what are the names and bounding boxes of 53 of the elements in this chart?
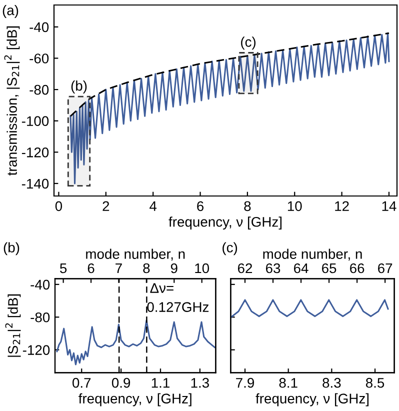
line-series [70, 32, 390, 184]
x-tick-label: 8.3 [322, 378, 341, 388]
x-axis-title: frequency, ν [GHz] [168, 216, 282, 230]
y-tick-label: -60 [30, 54, 49, 64]
x-tick-label: 1.1 [152, 378, 170, 388]
x-tick-label: 7.9 [236, 378, 254, 388]
x-tick-label: 8.5 [366, 378, 384, 388]
x2-axis-title: mode number, n [263, 248, 362, 261]
band-label: (b) [71, 80, 87, 94]
x-axis-title: frequency, ν [GHz] [78, 393, 192, 406]
x2-tick-label: 67 [378, 263, 392, 274]
x2-tick-label: 66 [350, 263, 364, 274]
y-tick-label: -80 [30, 84, 49, 95]
x-tick-label: 10 [288, 201, 302, 212]
x2-tick-label: 62 [238, 263, 252, 274]
chart-title: (b) [4, 242, 20, 256]
annotation: Δν= 0.127GHz [147, 283, 209, 312]
x-tick-label: 1.3 [191, 378, 209, 388]
x-tick-label: 12 [335, 201, 349, 211]
x2-tick-label: 5 [60, 263, 67, 274]
x-tick-label: 0 [55, 201, 62, 212]
band-label: (c) [241, 36, 256, 50]
x-axis-title: frequency, ν [GHz] [256, 393, 369, 406]
line-series [70, 32, 390, 117]
x-tick-label: 0.9 [112, 378, 130, 388]
x2-tick-label: 8 [143, 263, 150, 274]
x2-tick-label: 10 [195, 263, 210, 274]
x2-tick-label: 6 [88, 263, 94, 274]
x2-tick-label: 65 [322, 263, 336, 274]
x-tick-label: 6 [197, 201, 204, 212]
x-tick-label: 0.7 [72, 378, 91, 388]
y-axis-title: transmission, |S$_{21}$|$^{2}$ [dB] [4, 26, 20, 176]
x2-tick-label: 63 [266, 263, 280, 274]
y-tick-label: -80 [30, 312, 50, 322]
y-tick-label: -140 [22, 178, 49, 189]
x2-tick-label: 7 [116, 263, 122, 274]
x2-tick-label: 64 [294, 263, 308, 274]
y-tick-label: -40 [30, 22, 49, 32]
x-tick-label: 2 [102, 201, 110, 211]
x-tick-label: 8.1 [279, 378, 298, 388]
chart-title: (c) [222, 242, 238, 256]
x2-tick-label: 9 [170, 263, 178, 274]
y-tick-label: -40 [30, 280, 50, 290]
x-tick-label: 14 [382, 201, 396, 211]
x-tick-label: 8 [244, 201, 251, 212]
y-tick-label: -120 [22, 148, 49, 158]
x2-axis-title: mode number, n [86, 248, 185, 261]
x-tick-label: 4 [150, 201, 157, 211]
y-tick-label: -100 [22, 116, 49, 126]
y-axis-title: |S$_{21}$|$^{2}$ [dB] [5, 294, 21, 357]
line-series [56, 320, 216, 366]
y-tick-label: -120 [22, 345, 50, 355]
chart-title: (a) [2, 5, 18, 18]
